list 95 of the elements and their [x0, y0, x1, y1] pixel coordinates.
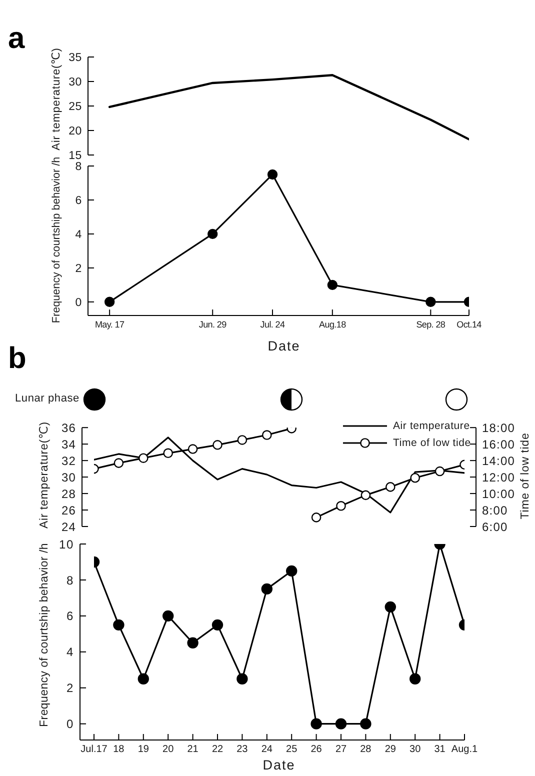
y-tick-label: 34 [61, 437, 76, 452]
y-axis-title: Frequency of courtship behavior /h [50, 156, 63, 324]
y2-tick-label: 14:00 [482, 454, 516, 468]
point [336, 500, 346, 511]
y-axis-title: Air temperature(℃) [50, 48, 62, 150]
chart-title: b [8, 342, 26, 375]
point [212, 440, 222, 450]
y-tick-label: 2 [66, 681, 74, 696]
y-tick-label: 28 [61, 486, 76, 501]
x-tick-label: 22 [212, 744, 224, 755]
line-series [108, 74, 469, 140]
x-tick-label: 28 [360, 744, 372, 755]
point [187, 637, 198, 648]
point [114, 458, 124, 468]
point [386, 482, 396, 492]
y-axis-title: Air temperature(℃) [38, 421, 50, 529]
y2-tick-label: 18:00 [482, 420, 516, 435]
point [188, 444, 198, 454]
y-tick-label: 24 [61, 520, 76, 534]
point [434, 466, 445, 476]
y-tick-label: 30 [68, 76, 82, 89]
x-tick-label: 19 [138, 744, 150, 755]
y-tick-label: 8 [66, 573, 74, 588]
text: Lunar phase [15, 392, 80, 404]
x-tick-label: 31 [434, 744, 446, 755]
legend-label: Air temperature [393, 420, 470, 432]
y2-axis-title: Time of low tide [519, 432, 532, 520]
x-tick-label: Aug.18 [319, 320, 346, 330]
point [360, 490, 371, 500]
point [162, 610, 174, 622]
y-tick-label: 10 [59, 537, 74, 552]
y-tick-label: 2 [75, 263, 82, 276]
x-tick-label: 21 [187, 744, 199, 755]
point [335, 718, 347, 730]
x-tick-label: Jul. 24 [260, 320, 286, 330]
point [267, 169, 278, 180]
point [261, 583, 272, 595]
chart-title: a [8, 22, 25, 55]
y-tick-label: 6 [75, 195, 82, 208]
point [327, 280, 338, 290]
point [310, 718, 322, 730]
x-tick-label: 23 [236, 744, 248, 755]
point [236, 673, 248, 684]
point [104, 296, 115, 308]
legend-label: Time of low tide [393, 436, 471, 449]
point [384, 601, 396, 613]
x-axis-title: Date [262, 757, 296, 772]
y-tick-label: 26 [61, 503, 76, 518]
x-tick-label: 27 [335, 744, 347, 755]
point [410, 673, 421, 684]
point [212, 619, 224, 631]
y2-tick-label: 8:00 [482, 503, 508, 518]
y-tick-label: 35 [68, 52, 82, 64]
point [286, 565, 298, 577]
x-tick-label: May. 17 [94, 320, 124, 330]
x-tick-label: 18 [113, 744, 125, 755]
x-tick-label: 26 [310, 744, 322, 755]
x-tick-label: Aug.1 [451, 744, 478, 755]
y2-tick-label: 12:00 [482, 470, 516, 484]
y-tick-label: 25 [68, 101, 82, 114]
y-tick-label: 4 [75, 229, 82, 242]
y-tick-label: 30 [61, 470, 76, 484]
x-tick-label: Oct.14 [456, 320, 482, 330]
point [262, 430, 272, 440]
y-tick-label: 4 [66, 645, 74, 660]
point [208, 228, 218, 240]
y-tick-label: 15 [68, 150, 82, 162]
y2-tick-label: 6:00 [482, 520, 508, 534]
x-tick-label: 24 [261, 744, 273, 755]
y-tick-label: 32 [61, 454, 76, 468]
x-tick-label: 25 [286, 744, 298, 755]
point [163, 448, 173, 458]
point [410, 472, 420, 483]
x-tick-label: Jul.17 [80, 744, 108, 755]
y-axis-title: Frequency of courtship behavior /h [38, 543, 50, 727]
y-tick-label: 20 [68, 126, 82, 138]
x-tick-label: 30 [410, 744, 422, 755]
y-tick-label: 0 [66, 717, 74, 732]
y-tick-label: 6 [66, 609, 74, 624]
point [360, 718, 372, 730]
y-tick-label: 36 [61, 420, 76, 435]
x-tick-label: Jun. 29 [198, 320, 227, 330]
point [311, 512, 322, 522]
x-tick-label: 20 [162, 744, 174, 755]
point [113, 619, 124, 631]
y2-tick-label: 16:00 [482, 437, 516, 452]
point [426, 296, 436, 308]
y-tick-label: 0 [75, 297, 82, 310]
x-tick-label: Sep. 28 [416, 320, 446, 330]
x-axis-title: Date [268, 338, 300, 354]
y2-tick-label: 10:00 [482, 486, 516, 501]
x-tick-label: 29 [384, 744, 396, 755]
point [138, 673, 149, 684]
y-tick-label: 8 [75, 161, 82, 174]
point [237, 435, 248, 445]
